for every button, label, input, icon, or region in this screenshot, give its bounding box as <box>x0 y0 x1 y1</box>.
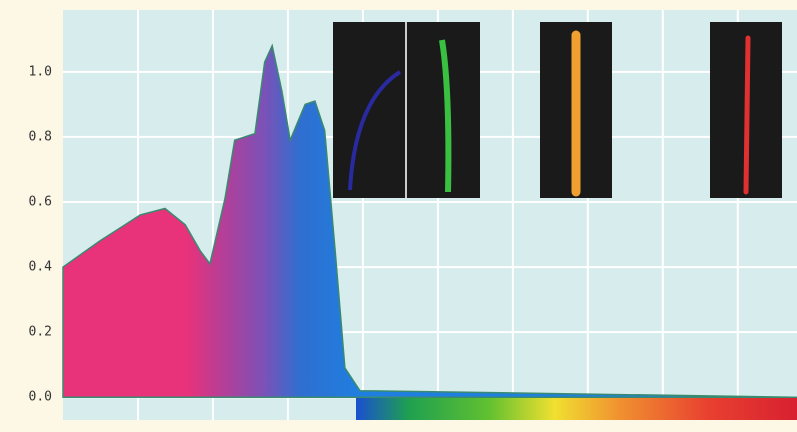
y-tick-label: 0.4 <box>29 260 53 275</box>
area <box>62 43 797 398</box>
spectrum-strip <box>356 398 797 420</box>
y-tick-label: 0.6 <box>29 194 52 209</box>
y-tick-label: 0.0 <box>29 390 52 405</box>
y-tick-label: 0.2 <box>29 325 52 340</box>
y-tick-label: 0.8 <box>29 129 52 144</box>
inset-photos <box>333 22 782 198</box>
y-tick-label: 1.0 <box>29 64 52 79</box>
